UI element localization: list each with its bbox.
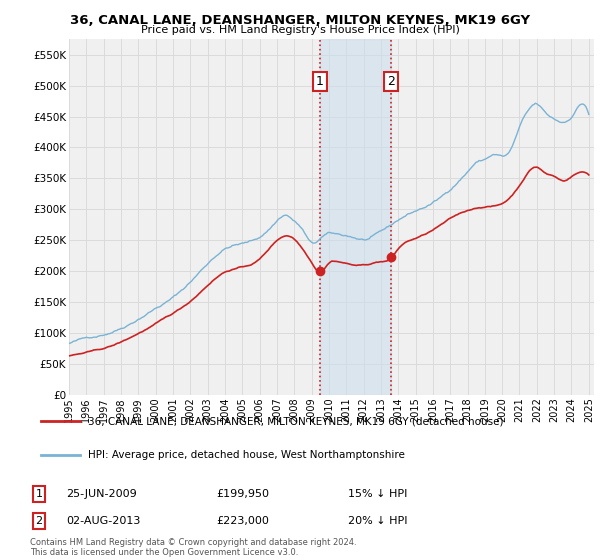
Text: 02-AUG-2013: 02-AUG-2013	[66, 516, 140, 526]
Text: £223,000: £223,000	[216, 516, 269, 526]
Text: HPI: Average price, detached house, West Northamptonshire: HPI: Average price, detached house, West…	[88, 450, 405, 460]
Text: 1: 1	[316, 76, 324, 88]
Text: 15% ↓ HPI: 15% ↓ HPI	[348, 489, 407, 499]
Text: 1: 1	[35, 489, 43, 499]
Text: 36, CANAL LANE, DEANSHANGER, MILTON KEYNES, MK19 6GY (detached house): 36, CANAL LANE, DEANSHANGER, MILTON KEYN…	[88, 417, 503, 427]
Text: 2: 2	[35, 516, 43, 526]
Text: £199,950: £199,950	[216, 489, 269, 499]
Text: 2: 2	[387, 76, 395, 88]
Text: 36, CANAL LANE, DEANSHANGER, MILTON KEYNES, MK19 6GY: 36, CANAL LANE, DEANSHANGER, MILTON KEYN…	[70, 14, 530, 27]
Text: Price paid vs. HM Land Registry's House Price Index (HPI): Price paid vs. HM Land Registry's House …	[140, 25, 460, 35]
Text: Contains HM Land Registry data © Crown copyright and database right 2024.
This d: Contains HM Land Registry data © Crown c…	[30, 538, 356, 557]
Bar	[320, 39, 391, 395]
Text: 25-JUN-2009: 25-JUN-2009	[66, 489, 137, 499]
Text: 20% ↓ HPI: 20% ↓ HPI	[348, 516, 407, 526]
